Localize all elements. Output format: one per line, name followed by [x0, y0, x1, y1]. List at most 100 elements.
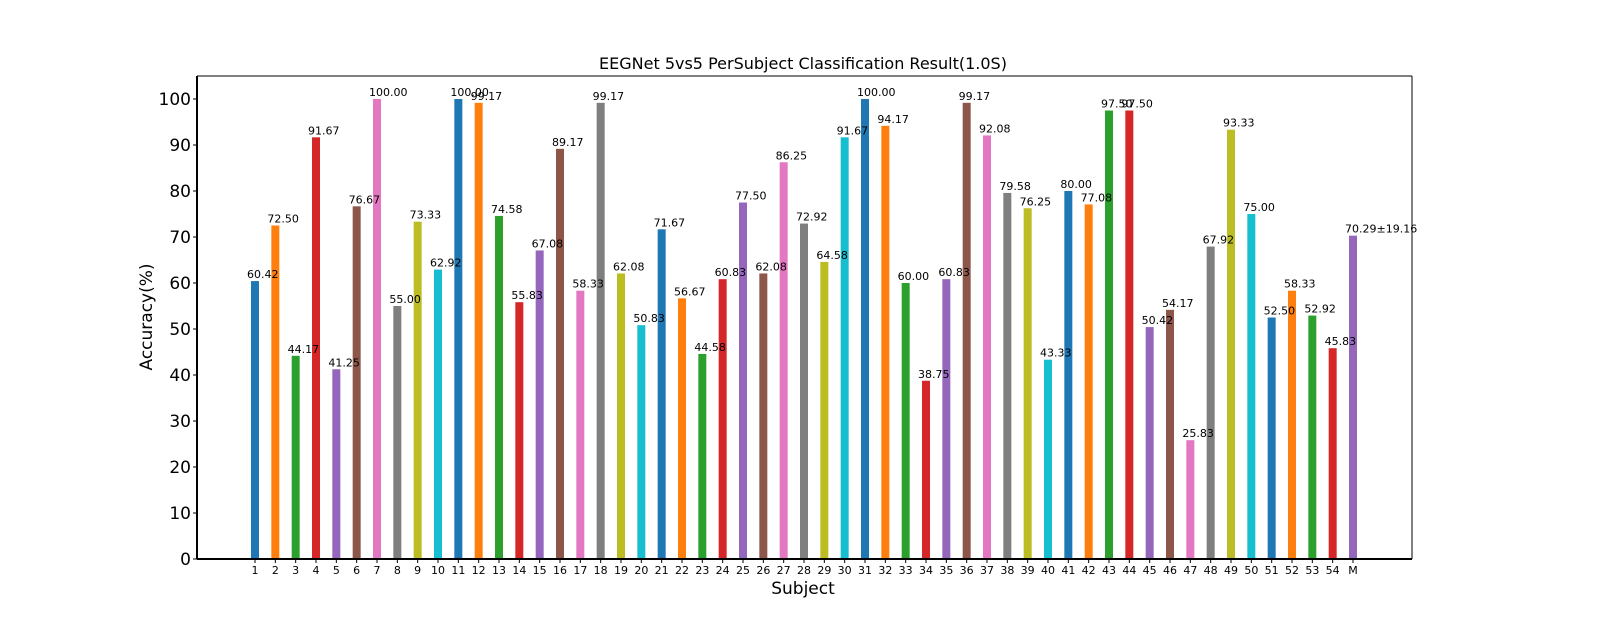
data-label-11: 100.00	[450, 86, 489, 99]
x-tick-label-16: 16	[553, 564, 567, 577]
x-tick-label-9: 9	[414, 564, 421, 577]
data-label-50: 75.00	[1243, 201, 1275, 214]
y-tick-label-40: 40	[169, 366, 191, 386]
data-label-36: 99.17	[959, 90, 991, 103]
data-label-7: 100.00	[369, 86, 408, 99]
x-tick-label-20: 20	[634, 564, 648, 577]
data-label-4: 91.67	[308, 124, 340, 137]
data-label-38: 79.58	[999, 180, 1031, 193]
x-tick-label-11: 11	[451, 564, 465, 577]
bar-8	[393, 306, 402, 559]
bar-3	[291, 355, 300, 559]
bar-15	[535, 250, 544, 559]
data-label-25: 77.50	[735, 190, 767, 203]
y-axis-title: Accuracy(%)	[137, 263, 157, 370]
data-label-31: 100.00	[857, 86, 896, 99]
data-label-15: 67.08	[532, 237, 564, 250]
data-label-33: 60.00	[898, 270, 930, 283]
x-tick-label-45: 45	[1143, 564, 1157, 577]
x-tick-label-23: 23	[695, 564, 709, 577]
bar-22	[678, 298, 686, 559]
bar-46	[1166, 309, 1174, 559]
x-tick-label-49: 49	[1224, 564, 1238, 577]
x-tick-label-48: 48	[1204, 564, 1218, 577]
x-tick-label-39: 39	[1021, 564, 1035, 577]
x-tick-label-30: 30	[838, 564, 852, 577]
x-tick-label-3: 3	[292, 564, 299, 577]
x-tick-label-6: 6	[353, 564, 360, 577]
bar-4	[312, 137, 320, 559]
x-tick-label-33: 33	[899, 564, 913, 577]
x-tick-label-34: 34	[919, 564, 933, 577]
x-axis-title: Subject	[771, 579, 835, 599]
bar-36	[962, 102, 971, 559]
x-tick-label-50: 50	[1244, 564, 1258, 577]
y-tick-label-10: 10	[169, 504, 191, 524]
bar-20	[637, 325, 646, 559]
bar-48	[1206, 246, 1215, 559]
x-tick-label-13: 13	[492, 564, 506, 577]
data-label-41: 80.00	[1060, 178, 1092, 191]
bar-18	[596, 102, 605, 559]
bar-53	[1308, 315, 1317, 559]
bar-21	[657, 229, 666, 559]
data-label-24: 60.83	[715, 266, 747, 279]
bar-38	[1003, 192, 1012, 559]
y-tick-label-80: 80	[169, 182, 191, 202]
x-tick-label-19: 19	[614, 564, 628, 577]
data-label-3: 44.17	[288, 343, 320, 356]
bar-29	[820, 261, 829, 559]
x-tick-label-42: 42	[1082, 564, 1096, 577]
x-tick-label-37: 37	[980, 564, 994, 577]
data-label-46: 54.17	[1162, 297, 1194, 310]
bar-10	[434, 269, 442, 559]
x-tick-label-40: 40	[1041, 564, 1055, 577]
bar-17	[576, 290, 585, 559]
bar-32	[881, 125, 890, 559]
data-label-23: 44.58	[694, 341, 726, 354]
x-tick-label-5: 5	[333, 564, 340, 577]
data-label-18: 99.17	[593, 90, 625, 103]
x-tick-label-21: 21	[655, 564, 669, 577]
bar-44	[1125, 110, 1134, 559]
data-label-37: 92.08	[979, 122, 1011, 135]
bar-14	[515, 302, 524, 559]
x-tick-label-1: 1	[252, 564, 259, 577]
bar-23	[698, 353, 707, 559]
data-label-27: 86.25	[776, 149, 808, 162]
data-label-34: 38.75	[918, 368, 950, 381]
data-label-20: 50.83	[633, 312, 665, 325]
bar-24	[718, 279, 727, 559]
bar-2	[271, 225, 280, 559]
data-label-19: 62.08	[613, 260, 645, 273]
bar-45	[1145, 327, 1154, 559]
bar-51	[1267, 317, 1276, 559]
data-label-10: 62.92	[430, 257, 462, 270]
data-label-12: 99.17	[471, 90, 503, 103]
x-tick-label-29: 29	[817, 564, 831, 577]
y-tick-label-70: 70	[169, 228, 191, 248]
bar-7	[373, 99, 381, 559]
x-tick-label-M: M	[1348, 564, 1358, 577]
bar-34	[922, 380, 930, 559]
x-tick-label-28: 28	[797, 564, 811, 577]
data-label-43: 97.50	[1101, 98, 1133, 111]
bar-41	[1064, 191, 1073, 559]
bar-52	[1288, 290, 1296, 559]
data-label-30: 91.67	[837, 124, 869, 137]
y-tick-label-20: 20	[169, 458, 191, 478]
data-label-29: 64.58	[816, 249, 848, 262]
x-tick-label-15: 15	[533, 564, 547, 577]
x-tick-label-26: 26	[756, 564, 770, 577]
x-tick-label-12: 12	[472, 564, 486, 577]
bar-13	[495, 215, 503, 559]
bar-33	[901, 283, 910, 559]
data-label-47: 25.83	[1182, 427, 1214, 440]
bar-40	[1044, 359, 1052, 559]
x-tick-label-25: 25	[736, 564, 750, 577]
data-label-6: 76.67	[349, 193, 381, 206]
bar-6	[352, 206, 361, 559]
bar-49	[1227, 129, 1235, 559]
bar-1	[251, 281, 259, 559]
